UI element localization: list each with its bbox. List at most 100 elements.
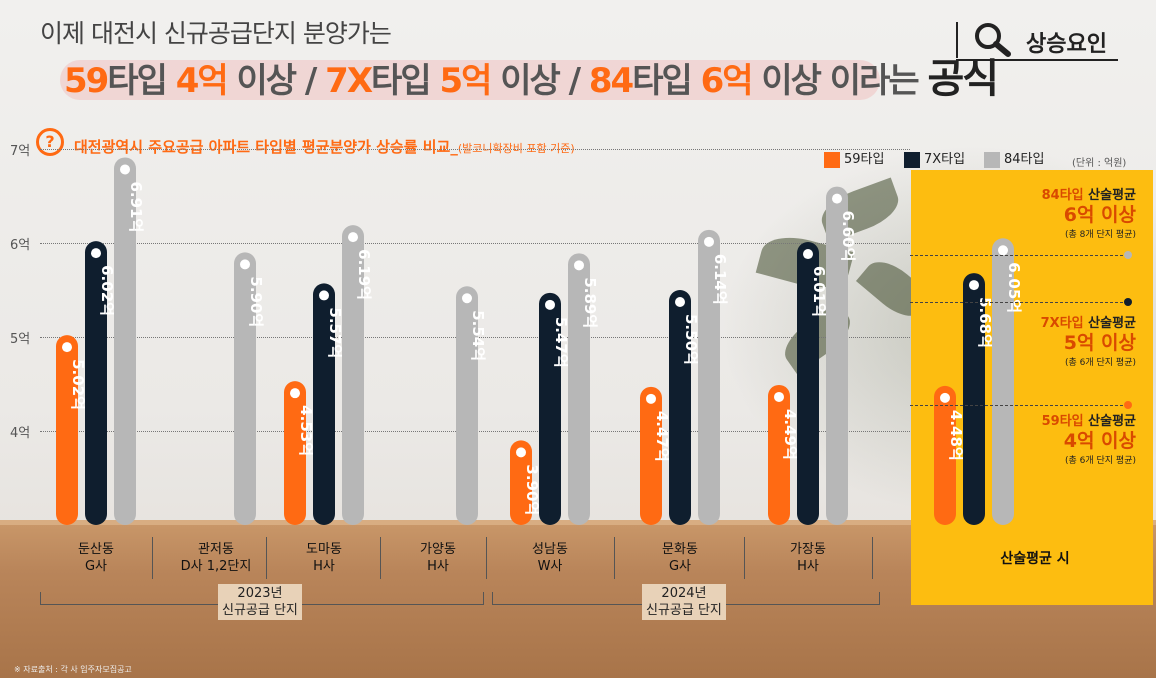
bar-value-label: 5.57억 bbox=[326, 307, 344, 358]
gridline bbox=[40, 243, 910, 244]
y-tick-label: 4억 bbox=[10, 426, 31, 441]
bar-top-dot bbox=[91, 248, 101, 259]
ref-line-84 bbox=[910, 255, 1128, 256]
bar-value-label: 5.68억 bbox=[976, 297, 994, 348]
bar-top-dot bbox=[574, 260, 584, 271]
year-label-2024: 2024년 신규공급 단지 bbox=[642, 584, 726, 620]
bar-59 bbox=[640, 386, 662, 525]
avg-7x-panel: 7X타입 산술평균 5억 이상 (총 6개 단지 평균) bbox=[1040, 316, 1136, 368]
bar-84 bbox=[568, 253, 590, 525]
bar-7x bbox=[539, 292, 561, 525]
bar-value-label: 5.47억 bbox=[552, 317, 570, 368]
bar-7x bbox=[85, 241, 107, 525]
legend-swatch-84 bbox=[984, 151, 1000, 168]
bar-value-label: 4.53억 bbox=[297, 405, 315, 456]
ref-dot-84 bbox=[1124, 251, 1132, 259]
unit-label: (단위 : 억원) bbox=[1072, 158, 1127, 169]
ref-dot-59 bbox=[1124, 401, 1132, 409]
gridline bbox=[40, 149, 910, 150]
category-label-average: 산술평균 시 bbox=[1000, 551, 1070, 567]
category-label: 가장동 H사 bbox=[790, 542, 826, 574]
bar-84 bbox=[342, 225, 364, 525]
bar-59 bbox=[284, 381, 306, 525]
bar-top-dot bbox=[319, 290, 329, 301]
bar-top-dot bbox=[462, 293, 472, 304]
bar-84 bbox=[114, 157, 136, 525]
bar-value-label: 6.19억 bbox=[355, 249, 373, 300]
title-highlight-brush bbox=[60, 60, 880, 100]
bar-value-label: 3.90억 bbox=[523, 464, 541, 515]
source-note: ※ 자료출처 : 각 사 입주자모집공고 bbox=[14, 665, 132, 674]
bar-value-label: 5.90억 bbox=[247, 276, 265, 327]
bar-84 bbox=[456, 286, 478, 525]
bar-top-dot bbox=[774, 391, 784, 402]
legend-swatch-7x bbox=[904, 151, 920, 168]
bar-value-label: 5.54억 bbox=[469, 310, 487, 361]
title-keyword: 공식 bbox=[927, 56, 999, 102]
legend-swatch-59 bbox=[824, 151, 840, 168]
avg-59-panel: 59타입 산술평균 4억 이상 (총 6개 단지 평균) bbox=[1041, 414, 1136, 466]
ref-dot-7x bbox=[1124, 298, 1132, 306]
bar-7x bbox=[313, 283, 335, 525]
bar-top-dot bbox=[832, 193, 842, 204]
category-label: 관저동 D사 1,2단지 bbox=[180, 542, 252, 574]
bar-top-dot bbox=[516, 447, 526, 458]
bar-top-dot bbox=[240, 259, 250, 270]
bar-7x bbox=[669, 290, 691, 525]
title-line-1: 이제 대전시 신규공급단지 분양가는 bbox=[40, 19, 392, 48]
bar-top-dot bbox=[62, 342, 72, 353]
y-tick-label: 6억 bbox=[10, 238, 31, 253]
bar-top-dot bbox=[120, 164, 130, 175]
bar-59 bbox=[510, 440, 532, 525]
bar-value-label: 5.50억 bbox=[682, 314, 700, 365]
bar-value-label: 6.01억 bbox=[810, 266, 828, 317]
bar-59 bbox=[934, 385, 956, 525]
title-line-2: 59타입 4억 이상 / 7X타입 5억 이상 / 84타입 6억 이상 이라는… bbox=[64, 56, 999, 102]
bar-value-label: 4.48억 bbox=[947, 410, 965, 461]
bar-value-label: 5.89억 bbox=[581, 277, 599, 328]
bar-84 bbox=[992, 238, 1014, 526]
bar-59 bbox=[768, 384, 790, 525]
bar-top-dot bbox=[704, 236, 714, 247]
y-tick-label: 5억 bbox=[10, 332, 31, 347]
bar-84 bbox=[234, 252, 256, 525]
avg-84-panel: 84타입 산술평균 6억 이상 (총 8개 단지 평균) bbox=[1041, 188, 1136, 240]
bar-top-dot bbox=[646, 393, 656, 404]
bar-top-dot bbox=[940, 392, 950, 403]
year-label-2023: 2023년 신규공급 단지 bbox=[218, 584, 302, 620]
category-label: 도마동 H사 bbox=[306, 542, 342, 574]
bar-top-dot bbox=[675, 297, 685, 307]
bar-value-label: 6.14억 bbox=[711, 254, 729, 305]
bar-top-dot bbox=[545, 299, 555, 310]
bar-top-dot bbox=[348, 232, 358, 243]
bar-value-label: 6.91억 bbox=[127, 181, 145, 232]
average-panel-background bbox=[911, 170, 1153, 605]
magnifier-icon bbox=[975, 23, 1011, 57]
bar-value-label: 6.60억 bbox=[839, 211, 857, 262]
legend-7x: 7X타입 bbox=[904, 148, 965, 168]
bar-top-dot bbox=[998, 245, 1008, 256]
legend-84: 84타입 bbox=[984, 148, 1044, 168]
bar-59 bbox=[56, 335, 78, 525]
bar-84 bbox=[698, 229, 720, 525]
bar-7x bbox=[797, 242, 819, 525]
bar-value-label: 4.47억 bbox=[653, 411, 671, 462]
bar-top-dot bbox=[969, 280, 979, 291]
bar-7x bbox=[963, 273, 985, 525]
bar-value-label: 4.49억 bbox=[781, 409, 799, 460]
legend-59: 59타입 bbox=[824, 148, 884, 168]
bar-value-label: 6.05억 bbox=[1005, 262, 1023, 313]
bar-value-label: 6.02억 bbox=[98, 265, 116, 316]
bar-value-label: 5.02억 bbox=[69, 359, 87, 410]
bar-top-dot bbox=[803, 249, 813, 260]
category-label: 가양동 H사 bbox=[420, 542, 456, 574]
category-label: 둔산동 G사 bbox=[78, 542, 114, 574]
y-tick-label: 7억 bbox=[10, 144, 31, 159]
bar-top-dot bbox=[290, 388, 300, 399]
category-label: 문화동 G사 bbox=[662, 542, 698, 574]
logo: 상승요인 bbox=[956, 18, 1118, 61]
category-label: 성남동 W사 bbox=[532, 542, 568, 574]
chart-subtitle: 대전광역시 주요공급 아파트 타입별 평균분양가 상승률 비교_(발코니확장비 … bbox=[74, 138, 575, 156]
ref-line-7x bbox=[910, 302, 1128, 303]
